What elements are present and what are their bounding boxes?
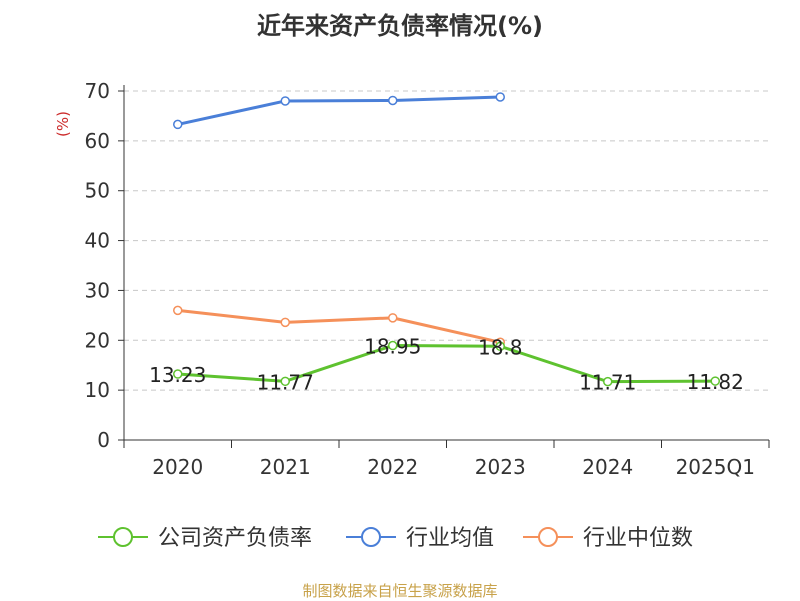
data-label: 18.8: [478, 335, 523, 359]
legend-marker-3: [538, 527, 558, 547]
y-tick-label: 70: [85, 79, 110, 103]
data-point-series-3: [280, 317, 290, 328]
data-point-series-1: [710, 376, 720, 386]
x-tick-label: 2024: [582, 455, 633, 479]
series-line-1: [177, 344, 716, 384]
data-point-series-1: [388, 340, 398, 351]
y-tick-label: 30: [85, 278, 110, 302]
x-tick-label: 2022: [367, 455, 418, 479]
data-point-series-3: [173, 305, 183, 316]
y-tick-label: 20: [85, 328, 110, 352]
y-tick-label: 50: [85, 179, 110, 203]
data-source-note: 制图数据来自恒生聚源数据库: [302, 582, 498, 600]
data-label: 13.23: [149, 363, 206, 387]
data-label: 11.82: [687, 370, 744, 394]
data-point-series-2: [280, 96, 290, 106]
y-tick-label: 10: [85, 378, 110, 402]
x-tick-label: 2020: [152, 455, 203, 479]
legend-label: 行业均值: [406, 526, 494, 551]
data-point-series-1: [495, 341, 505, 352]
y-tick-label: 0: [97, 428, 110, 452]
data-point-series-2: [388, 95, 398, 106]
series-line-2: [177, 95, 501, 126]
y-tick-label: 60: [85, 129, 110, 153]
data-point-series-1: [603, 376, 613, 387]
data-label: 11.71: [579, 371, 636, 395]
x-tick-label: 2025Q1: [676, 455, 755, 479]
y-tick-label: 40: [85, 229, 110, 253]
chart-title: 近年来资产负债率情况(%): [257, 12, 543, 40]
x-tick-label: 2023: [475, 455, 526, 479]
data-point-series-2: [495, 92, 505, 102]
data-label: 11.77: [257, 370, 314, 394]
data-point-series-1: [173, 369, 183, 379]
y-axis-label: (%): [54, 111, 72, 137]
legend-label: 行业中位数: [583, 526, 693, 551]
series-line-3: [177, 308, 501, 344]
legend-marker-1: [113, 527, 133, 547]
x-tick-label: 2021: [260, 455, 311, 479]
data-point-series-3: [388, 313, 398, 323]
data-point-series-1: [280, 376, 290, 387]
data-point-series-2: [173, 119, 183, 130]
legend-marker-2: [361, 527, 381, 547]
data-label: 18.95: [364, 335, 421, 359]
legend-label: 公司资产负债率: [158, 526, 312, 551]
